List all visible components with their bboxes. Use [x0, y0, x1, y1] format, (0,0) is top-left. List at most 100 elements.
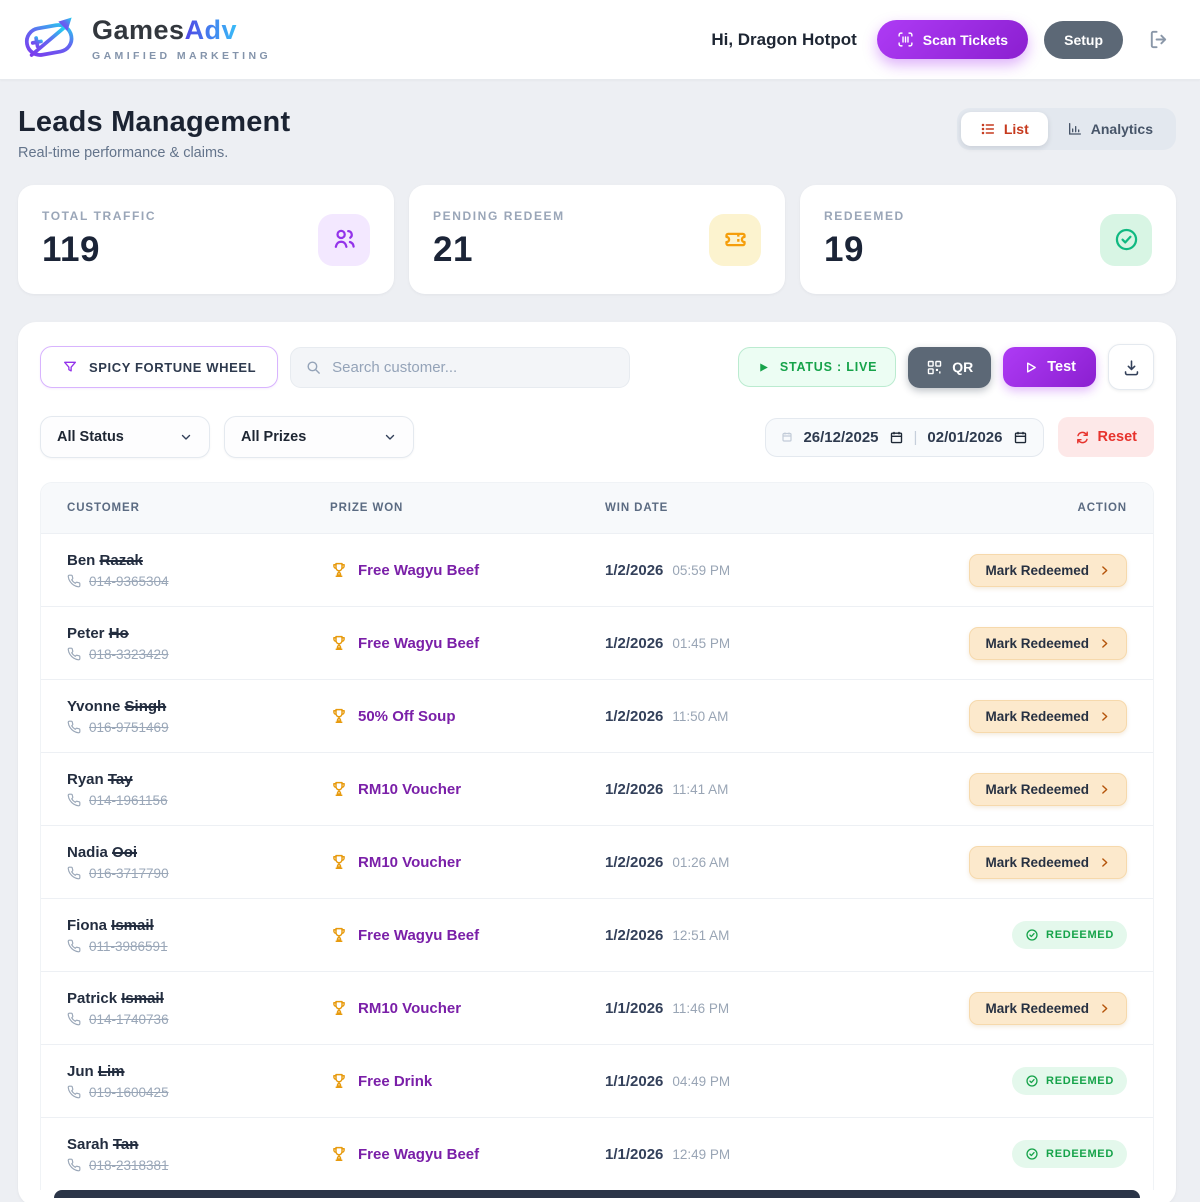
leads-panel: SPICY FORTUNE WHEEL STATUS : LIVE: [18, 322, 1176, 1202]
customer-first-name: Ben: [67, 551, 96, 569]
column-header-customer: CUSTOMER: [67, 502, 140, 514]
customer-last-name: Lim: [97, 1062, 125, 1080]
calendar-small-icon: [781, 431, 793, 443]
reset-button[interactable]: Reset: [1057, 417, 1154, 457]
customer-last-name: Ismail: [111, 916, 154, 934]
stat-card-total-traffic: TOTAL TRAFFIC 119: [18, 185, 394, 294]
mark-redeemed-button[interactable]: Mark Redeemed: [969, 772, 1127, 806]
win-date: 1/2/2026: [605, 634, 664, 652]
top-header: GamesAdv GAMIFIED MARKETING Hi, Dragon H…: [0, 0, 1200, 80]
prizes-select[interactable]: All Prizes: [224, 416, 414, 458]
cutoff-footer-bar: [54, 1190, 1140, 1198]
customer-phone-number: 014-1961156: [89, 792, 168, 808]
search-input[interactable]: [332, 358, 616, 376]
status-live-button[interactable]: STATUS : LIVE: [737, 347, 897, 387]
win-time: 04:49 PM: [672, 1073, 731, 1089]
check-circle-icon: [1100, 213, 1152, 266]
test-button[interactable]: Test: [1003, 347, 1096, 387]
customer-cell: Peter Ho 018-3323429: [67, 625, 330, 662]
customer-last-name: Ho: [108, 624, 129, 642]
customer-first-name: Ryan: [67, 770, 104, 788]
prize-label: Free Wagyu Beef: [358, 1145, 480, 1163]
trophy-icon: [330, 634, 348, 652]
download-button[interactable]: [1108, 344, 1154, 390]
trophy-icon: [330, 926, 348, 944]
win-time: 12:49 PM: [672, 1146, 731, 1162]
win-date: 1/1/2026: [605, 999, 664, 1017]
campaign-filter-chip[interactable]: SPICY FORTUNE WHEEL: [40, 346, 279, 388]
mark-redeemed-button[interactable]: Mark Redeemed: [969, 699, 1127, 733]
mark-redeemed-label: Mark Redeemed: [985, 854, 1089, 870]
scan-tickets-button[interactable]: Scan Tickets: [876, 20, 1029, 59]
date-to-input[interactable]: 02/01/2026: [927, 429, 1027, 446]
win-time: 12:51 AM: [672, 927, 730, 943]
search-icon: [305, 359, 322, 376]
list-icon: [980, 121, 996, 137]
win-date-cell: 1/2/2026 11:50 AM: [605, 708, 942, 725]
search-box: [290, 346, 631, 388]
prize-label: Free Drink: [358, 1072, 433, 1090]
qr-button[interactable]: QR: [908, 346, 992, 388]
mark-redeemed-button[interactable]: Mark Redeemed: [969, 991, 1127, 1025]
check-circle-icon: [1025, 928, 1039, 942]
mark-redeemed-button[interactable]: Mark Redeemed: [969, 626, 1127, 660]
customer-first-name: Patrick: [67, 989, 118, 1007]
status-select[interactable]: All Status: [40, 416, 210, 458]
customer-phone-number: 016-9751469: [89, 719, 169, 735]
customer-phone-number: 014-9365304: [89, 573, 169, 589]
page-subtitle: Real-time performance & claims.: [18, 145, 229, 161]
table-row: Yvonne Singh 016-9751469: [41, 679, 1153, 752]
customer-phone-number: 018-2318381: [89, 1157, 169, 1173]
customer-name: Patrick Ismail: [67, 990, 330, 1007]
customer-cell: Sarah Tan 018-2318381: [67, 1136, 330, 1173]
prize-cell: Free Wagyu Beef: [330, 1145, 605, 1163]
prize-label: RM10 Voucher: [358, 780, 462, 798]
column-header-action: ACTION: [1077, 502, 1127, 514]
redeemed-badge: REDEEMED: [1012, 1067, 1127, 1095]
mark-redeemed-button[interactable]: Mark Redeemed: [969, 553, 1127, 587]
customer-name: Peter Ho: [67, 625, 330, 642]
table-row: Patrick Ismail 014-1740736: [41, 971, 1153, 1044]
table-row: Jun Lim 019-1600425: [41, 1044, 1153, 1117]
stat-label: REDEEMED: [824, 209, 905, 223]
tab-analytics[interactable]: Analytics: [1048, 112, 1172, 146]
prize-label: Free Wagyu Beef: [358, 926, 480, 944]
prize-cell: RM10 Voucher: [330, 853, 605, 871]
customer-phone-number: 016-3717790: [89, 865, 169, 881]
bar-chart-icon: [1067, 121, 1083, 137]
redeemed-badge: REDEEMED: [1012, 1140, 1127, 1168]
win-date-cell: 1/2/2026 12:51 AM: [605, 927, 942, 944]
chevron-right-icon: [1098, 856, 1111, 869]
customer-name: Nadia Ooi: [67, 844, 330, 861]
win-date-cell: 1/2/2026 11:41 AM: [605, 781, 942, 798]
redeemed-badge-label: REDEEMED: [1046, 1148, 1114, 1160]
customer-first-name: Fiona: [67, 916, 107, 934]
phone-icon: [67, 1158, 81, 1172]
trophy-icon: [330, 1145, 348, 1163]
setup-button[interactable]: Setup: [1044, 20, 1123, 59]
calendar-icon[interactable]: [889, 430, 904, 445]
phone-icon: [67, 647, 81, 661]
prize-label: 50% Off Soup: [358, 707, 456, 725]
win-time: 11:41 AM: [672, 781, 729, 797]
table-header-row: CUSTOMER PRIZE WON WIN DATE ACTION: [41, 483, 1153, 533]
date-divider: |: [913, 428, 918, 446]
mark-redeemed-button[interactable]: Mark Redeemed: [969, 845, 1127, 879]
tab-list[interactable]: List: [960, 112, 1048, 146]
win-time: 11:50 AM: [672, 708, 729, 724]
customer-cell: Fiona Ismail 011-3986591: [67, 917, 330, 954]
customer-name: Jun Lim: [67, 1063, 330, 1080]
prize-label: RM10 Voucher: [358, 853, 462, 871]
calendar-icon[interactable]: [1013, 430, 1028, 445]
date-from-input[interactable]: 26/12/2025: [803, 429, 903, 446]
win-time: 05:59 PM: [672, 562, 731, 578]
customer-first-name: Jun: [67, 1062, 94, 1080]
prize-label: RM10 Voucher: [358, 999, 462, 1017]
phone-icon: [67, 939, 81, 953]
win-time: 01:26 AM: [672, 854, 730, 870]
stat-card-pending-redeem: PENDING REDEEM 21: [409, 185, 785, 294]
table-row: Sarah Tan 018-2318381: [41, 1117, 1153, 1190]
win-date: 1/2/2026: [605, 926, 664, 944]
logout-icon[interactable]: [1143, 24, 1174, 55]
user-greeting: Hi, Dragon Hotpot: [711, 29, 857, 49]
